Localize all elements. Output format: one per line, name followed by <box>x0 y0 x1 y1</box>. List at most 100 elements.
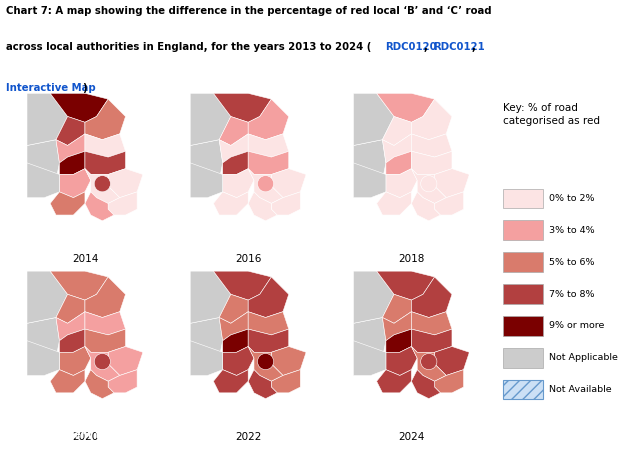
FancyBboxPatch shape <box>502 284 543 304</box>
Text: © Department for Transport: © Department for Transport <box>13 430 167 440</box>
Text: 5% to 6%: 5% to 6% <box>550 258 595 267</box>
Polygon shape <box>377 93 434 122</box>
Polygon shape <box>386 151 411 174</box>
Text: 2020: 2020 <box>72 432 98 442</box>
Polygon shape <box>59 329 85 352</box>
Polygon shape <box>377 370 411 393</box>
Polygon shape <box>377 192 411 215</box>
Polygon shape <box>411 151 452 174</box>
Polygon shape <box>85 169 120 203</box>
Polygon shape <box>214 93 272 122</box>
Circle shape <box>258 353 273 370</box>
Text: 2014: 2014 <box>72 255 98 265</box>
Polygon shape <box>411 134 452 157</box>
Text: Not Applicable: Not Applicable <box>550 353 618 362</box>
Text: RDC0120: RDC0120 <box>385 42 437 52</box>
Polygon shape <box>411 312 452 335</box>
Polygon shape <box>382 294 411 323</box>
Polygon shape <box>354 271 394 323</box>
Polygon shape <box>219 294 248 323</box>
Text: 3% to 4%: 3% to 4% <box>550 226 595 235</box>
Polygon shape <box>27 341 59 376</box>
Polygon shape <box>223 329 248 352</box>
Polygon shape <box>59 151 85 174</box>
Polygon shape <box>27 163 59 198</box>
Polygon shape <box>50 370 85 393</box>
Polygon shape <box>85 312 125 335</box>
Polygon shape <box>27 93 67 145</box>
Polygon shape <box>248 169 283 203</box>
Polygon shape <box>411 370 440 399</box>
Polygon shape <box>27 140 59 198</box>
Circle shape <box>94 176 111 192</box>
Circle shape <box>94 353 111 370</box>
Text: Chart 7: A map showing the difference in the percentage of red local ‘B’ and ‘C’: Chart 7: A map showing the difference in… <box>6 6 492 16</box>
Text: ,: , <box>472 42 476 52</box>
Polygon shape <box>85 99 125 140</box>
Polygon shape <box>219 116 248 145</box>
Polygon shape <box>85 151 125 174</box>
Polygon shape <box>85 347 120 381</box>
Polygon shape <box>85 134 125 157</box>
Polygon shape <box>411 277 452 318</box>
Polygon shape <box>85 277 125 318</box>
Polygon shape <box>377 271 434 300</box>
Polygon shape <box>190 341 223 376</box>
Polygon shape <box>214 192 248 215</box>
Polygon shape <box>272 169 306 198</box>
Polygon shape <box>248 134 289 157</box>
Polygon shape <box>190 93 231 145</box>
Polygon shape <box>386 347 417 376</box>
Polygon shape <box>85 370 114 399</box>
FancyBboxPatch shape <box>502 252 543 272</box>
Polygon shape <box>214 271 272 300</box>
FancyBboxPatch shape <box>502 221 543 240</box>
Polygon shape <box>272 370 300 393</box>
Polygon shape <box>248 99 289 140</box>
Polygon shape <box>108 192 137 215</box>
Polygon shape <box>434 347 469 376</box>
Polygon shape <box>27 271 67 323</box>
Polygon shape <box>248 347 283 381</box>
Polygon shape <box>434 169 469 198</box>
Polygon shape <box>434 192 464 215</box>
Polygon shape <box>190 163 223 198</box>
Text: ,: , <box>424 42 431 52</box>
FancyBboxPatch shape <box>502 380 543 400</box>
Polygon shape <box>382 312 411 341</box>
Polygon shape <box>190 318 223 376</box>
Polygon shape <box>382 134 411 163</box>
Polygon shape <box>354 341 386 376</box>
Polygon shape <box>50 271 108 300</box>
Text: Not Available: Not Available <box>550 385 612 394</box>
Polygon shape <box>354 93 394 145</box>
Polygon shape <box>248 312 289 335</box>
Polygon shape <box>190 140 223 198</box>
Text: 2022: 2022 <box>235 432 261 442</box>
Text: Key: % of road
categorised as red: Key: % of road categorised as red <box>502 103 600 126</box>
Polygon shape <box>56 134 85 163</box>
Polygon shape <box>272 347 306 376</box>
Polygon shape <box>248 151 289 174</box>
Text: ): ) <box>83 82 87 93</box>
Polygon shape <box>411 192 440 221</box>
Circle shape <box>420 353 437 370</box>
Polygon shape <box>85 329 125 352</box>
FancyBboxPatch shape <box>502 188 543 208</box>
Polygon shape <box>85 192 114 221</box>
Polygon shape <box>354 163 386 198</box>
FancyBboxPatch shape <box>502 316 543 336</box>
Polygon shape <box>27 318 59 376</box>
Polygon shape <box>223 347 254 376</box>
Text: RDC0121: RDC0121 <box>433 42 485 52</box>
Polygon shape <box>223 169 254 198</box>
Polygon shape <box>219 312 248 341</box>
Polygon shape <box>108 169 143 198</box>
Circle shape <box>420 176 437 192</box>
Text: 7% to 8%: 7% to 8% <box>550 289 595 299</box>
Polygon shape <box>411 169 446 203</box>
Polygon shape <box>214 370 248 393</box>
Polygon shape <box>248 192 277 221</box>
Polygon shape <box>56 312 85 341</box>
Polygon shape <box>219 134 248 163</box>
